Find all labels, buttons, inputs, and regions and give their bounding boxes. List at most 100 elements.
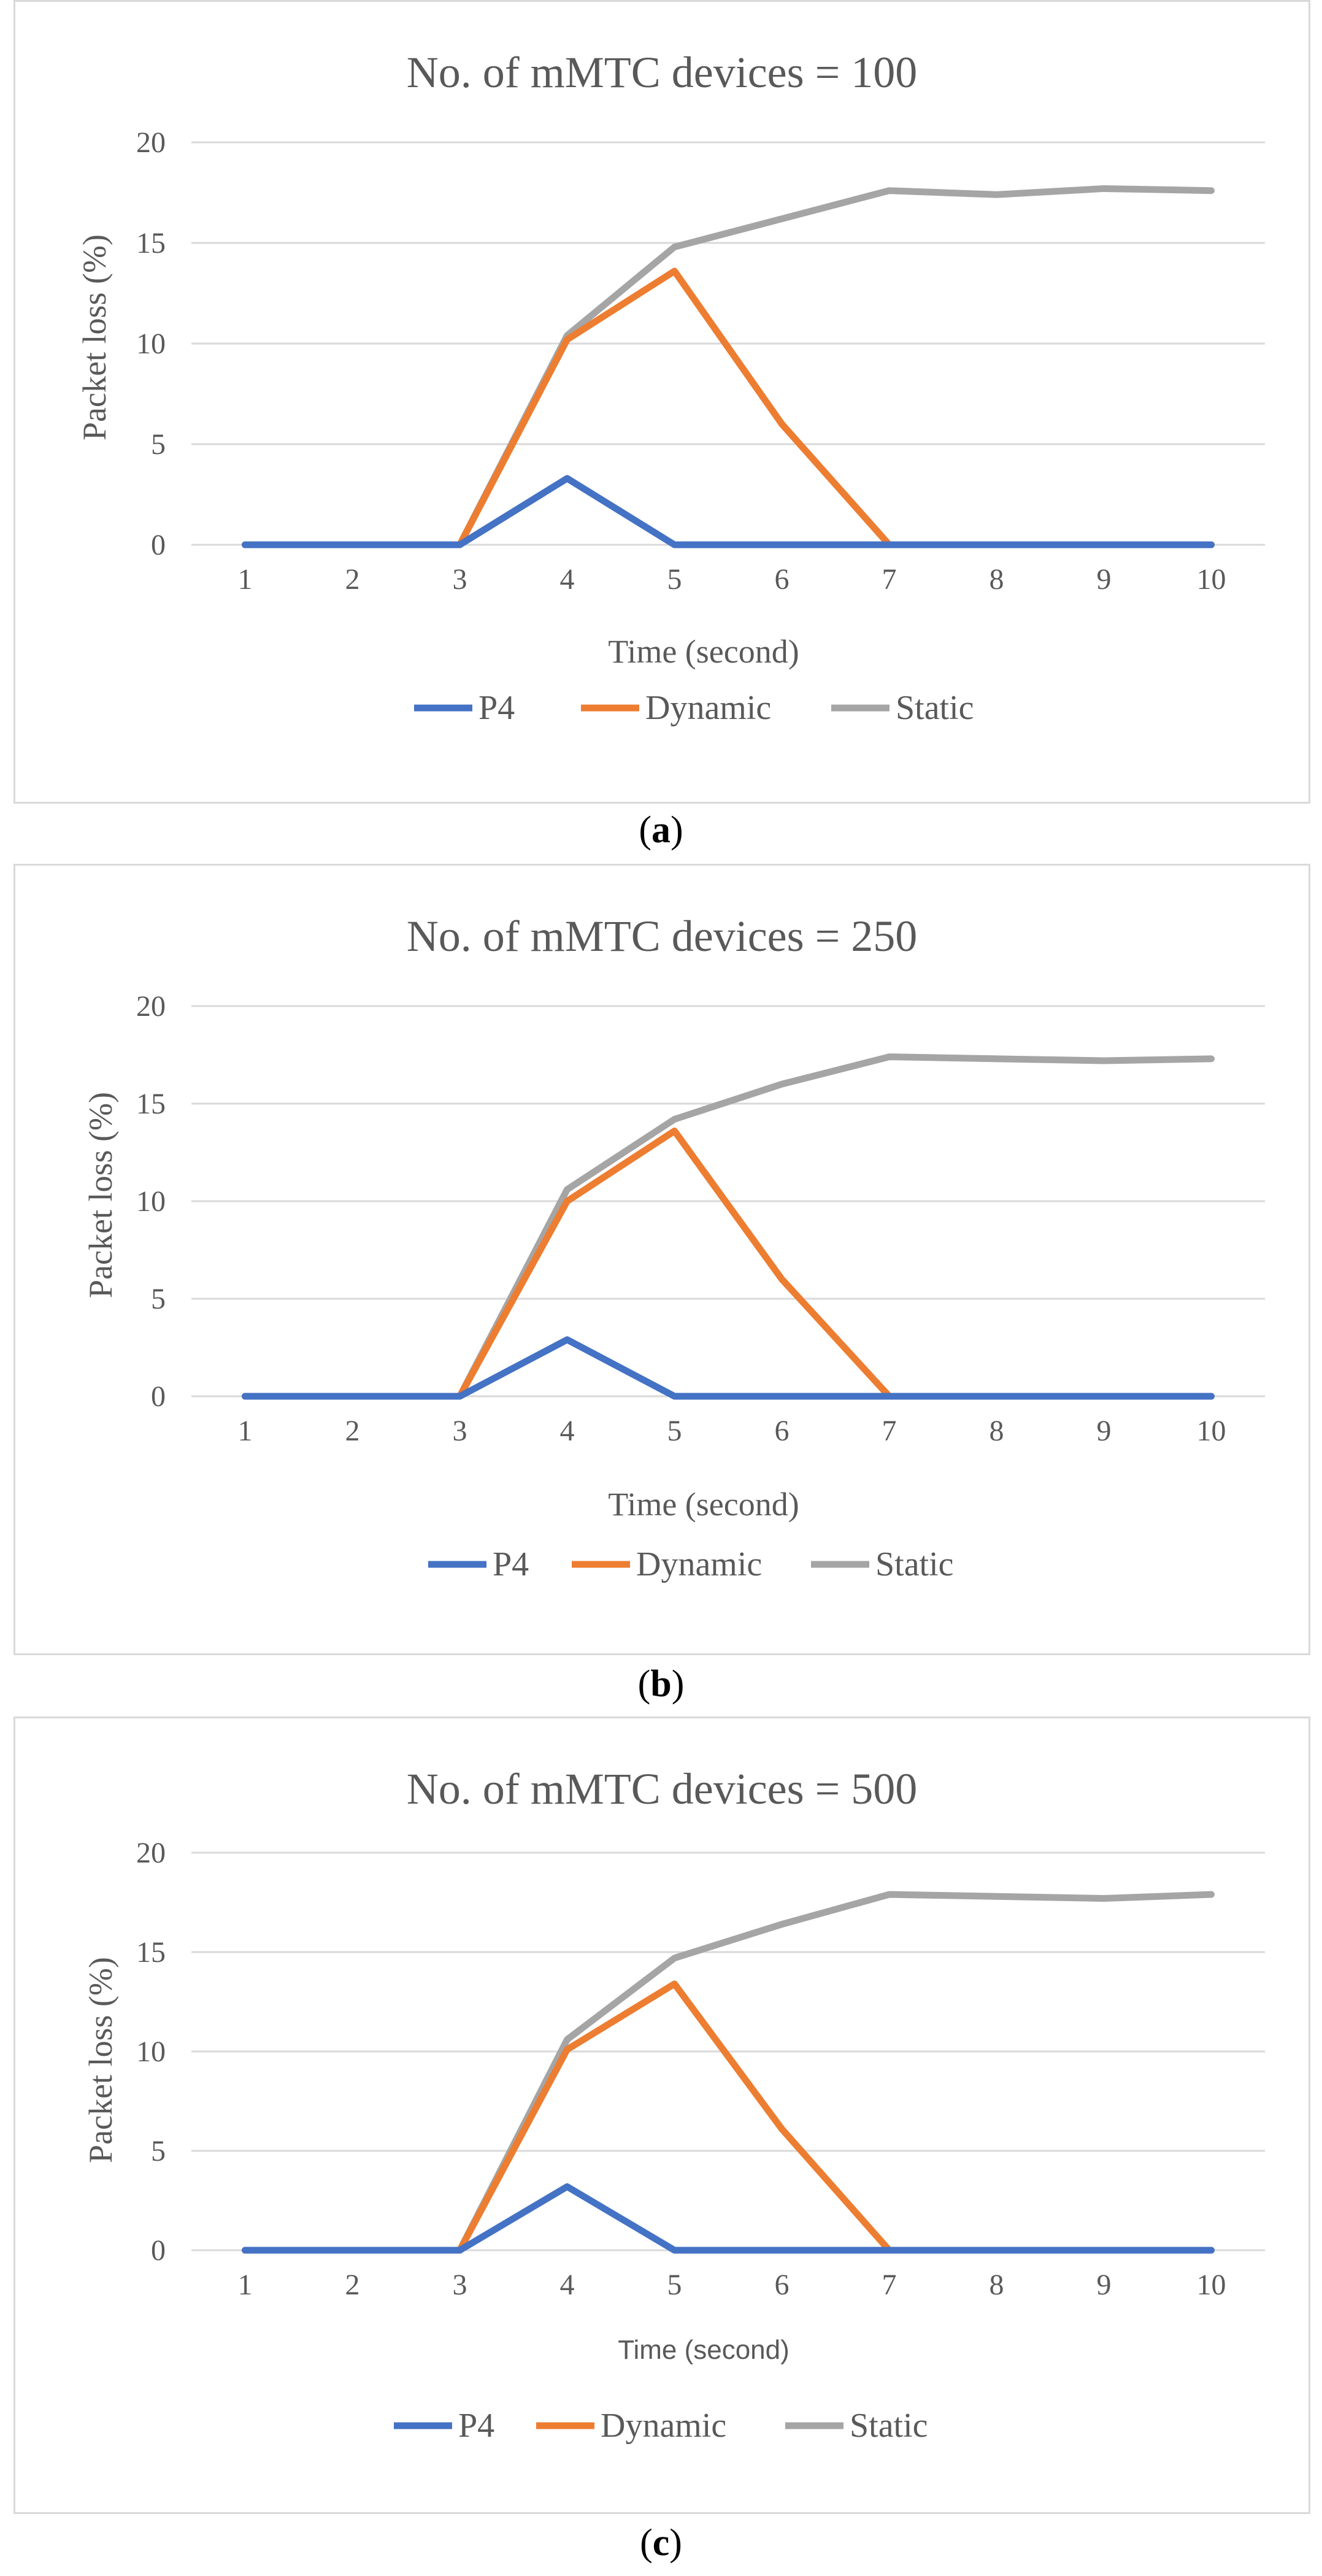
- x-tick-label: 4: [560, 1415, 575, 1447]
- legend-label-static: Static: [850, 2407, 928, 2445]
- chart-panel-a: 0 5 10 15 20 1 2 3 4 5 6 7 8 9 10 No. of mMTC devices…: [13, 0, 1310, 804]
- series-line-dynamic: [242, 267, 1215, 548]
- legend-label-p4: P4: [478, 689, 515, 727]
- series-lines: [242, 1053, 1215, 1400]
- x-tick-label: 9: [1097, 2269, 1112, 2301]
- y-tick-labels: 0 5 10 15 20: [136, 126, 166, 561]
- x-tick-label: 5: [667, 2269, 682, 2301]
- chart-panel-c: 0 5 10 15 20 1 2 3 4 5 6 7 8 9 10 No. of mMTC devices…: [13, 1717, 1310, 2514]
- x-tick-label: 4: [560, 563, 575, 596]
- chart-title: No. of mMTC devices = 100: [407, 48, 918, 97]
- y-tick-labels: 0 5 10 15 20: [136, 1837, 166, 2267]
- x-tick-labels: 1 2 3 4 5 6 7 8 9 10: [238, 1415, 1226, 1447]
- x-tick-label: 9: [1097, 1415, 1112, 1447]
- y-tick-label: 20: [136, 1837, 166, 1869]
- legend-label-dynamic: Dynamic: [601, 2407, 726, 2445]
- caption-letter: c: [652, 2522, 670, 2564]
- series-line-dynamic: [242, 1128, 1215, 1400]
- caption-letter: b: [650, 1663, 672, 1705]
- x-tick-label: 2: [345, 563, 360, 596]
- legend-label-p4: P4: [493, 1545, 529, 1583]
- caption-open-paren: (: [639, 809, 651, 851]
- y-axis-label: Packet loss (%): [82, 1092, 119, 1298]
- x-axis-label: Time (second): [608, 1486, 799, 1523]
- x-tick-label: 6: [775, 2269, 790, 2301]
- x-tick-label: 8: [990, 1415, 1004, 1447]
- chart-title: No. of mMTC devices = 250: [407, 912, 918, 961]
- legend: P4 Dynamic Static: [394, 2407, 928, 2445]
- caption-a: (a): [0, 809, 1322, 852]
- line-chart-b: 0 5 10 15 20 1 2 3 4 5 6 7 8 9 10 No. of mMTC devices…: [82, 912, 1265, 1583]
- line-chart-c: 0 5 10 15 20 1 2 3 4 5 6 7 8 9 10 No. of mMTC devices…: [82, 1764, 1265, 2445]
- y-tick-label: 5: [151, 428, 166, 461]
- chart-panel-b: 0 5 10 15 20 1 2 3 4 5 6 7 8 9 10 No. of mMTC devices…: [13, 864, 1310, 1655]
- caption-c: (c): [0, 2521, 1322, 2565]
- chart-frame: [13, 0, 1310, 804]
- x-tick-label: 10: [1197, 2269, 1226, 2301]
- series-line-p4: [242, 2183, 1215, 2254]
- caption-open-paren: (: [637, 1663, 651, 1705]
- series-line-p4: [242, 1336, 1215, 1400]
- y-tick-label: 0: [151, 2234, 166, 2267]
- chart-title: No. of mMTC devices = 500: [407, 1764, 918, 1813]
- x-tick-label: 1: [238, 563, 253, 596]
- x-tick-label: 7: [882, 2269, 897, 2301]
- legend-label-static: Static: [896, 689, 974, 727]
- x-tick-label: 8: [990, 2269, 1004, 2301]
- x-tick-label: 2: [345, 2269, 360, 2301]
- x-tick-label: 10: [1197, 1415, 1226, 1447]
- x-tick-labels: 1 2 3 4 5 6 7 8 9 10: [238, 563, 1226, 596]
- x-tick-label: 8: [990, 563, 1004, 596]
- legend-label-dynamic: Dynamic: [636, 1545, 762, 1583]
- y-tick-label: 10: [136, 1185, 166, 1218]
- x-tick-labels: 1 2 3 4 5 6 7 8 9 10: [238, 2269, 1226, 2301]
- series-line-p4: [242, 475, 1215, 548]
- x-tick-label: 3: [453, 563, 467, 596]
- x-tick-label: 5: [667, 1415, 682, 1447]
- x-tick-label: 10: [1197, 563, 1226, 596]
- x-axis-label: Time (second): [608, 633, 799, 670]
- series-line-dynamic: [242, 1980, 1215, 2254]
- caption-letter: a: [651, 809, 671, 851]
- y-axis-label: Packet loss (%): [82, 1957, 119, 2163]
- series-line-static: [242, 1891, 1215, 2254]
- y-tick-label: 0: [151, 529, 166, 561]
- series-lines: [242, 1891, 1215, 2254]
- y-tick-label: 20: [136, 990, 166, 1023]
- chart-frame: [13, 864, 1310, 1655]
- x-tick-label: 5: [667, 563, 682, 596]
- y-axis-label: Packet loss (%): [76, 234, 113, 440]
- x-tick-label: 3: [453, 2269, 467, 2301]
- caption-b: (b): [0, 1663, 1322, 1706]
- line-chart-a: 0 5 10 15 20 1 2 3 4 5 6 7 8 9 10 No. of mMTC devices…: [76, 48, 1265, 727]
- legend: P4 Dynamic Static: [428, 1545, 954, 1583]
- caption-close-paren: ): [671, 809, 683, 851]
- y-tick-label: 10: [136, 2036, 166, 2068]
- x-tick-label: 1: [238, 1415, 253, 1447]
- legend: P4 Dynamic Static: [414, 689, 974, 727]
- x-tick-label: 1: [238, 2269, 253, 2301]
- chart-frame: [13, 1717, 1310, 2514]
- y-tick-label: 15: [136, 1088, 166, 1120]
- x-tick-label: 7: [882, 1415, 897, 1447]
- y-tick-label: 20: [136, 126, 166, 159]
- x-tick-label: 7: [882, 563, 897, 596]
- legend-label-dynamic: Dynamic: [645, 689, 771, 727]
- legend-label-static: Static: [875, 1545, 954, 1583]
- caption-close-paren: ): [671, 1663, 685, 1705]
- y-tick-label: 5: [151, 2135, 166, 2167]
- y-tick-label: 15: [136, 227, 166, 260]
- series-lines: [242, 185, 1215, 548]
- x-tick-label: 2: [345, 1415, 360, 1447]
- y-tick-label: 5: [151, 1283, 166, 1315]
- y-tick-labels: 0 5 10 15 20: [136, 990, 166, 1413]
- x-tick-label: 4: [560, 2269, 575, 2301]
- legend-label-p4: P4: [458, 2407, 494, 2445]
- x-tick-label: 6: [775, 563, 790, 596]
- caption-close-paren: ): [669, 2522, 682, 2564]
- y-tick-label: 15: [136, 1936, 166, 1969]
- x-tick-label: 3: [453, 1415, 467, 1447]
- caption-open-paren: (: [640, 2522, 653, 2564]
- series-line-static: [242, 1053, 1215, 1400]
- y-tick-label: 10: [136, 328, 166, 360]
